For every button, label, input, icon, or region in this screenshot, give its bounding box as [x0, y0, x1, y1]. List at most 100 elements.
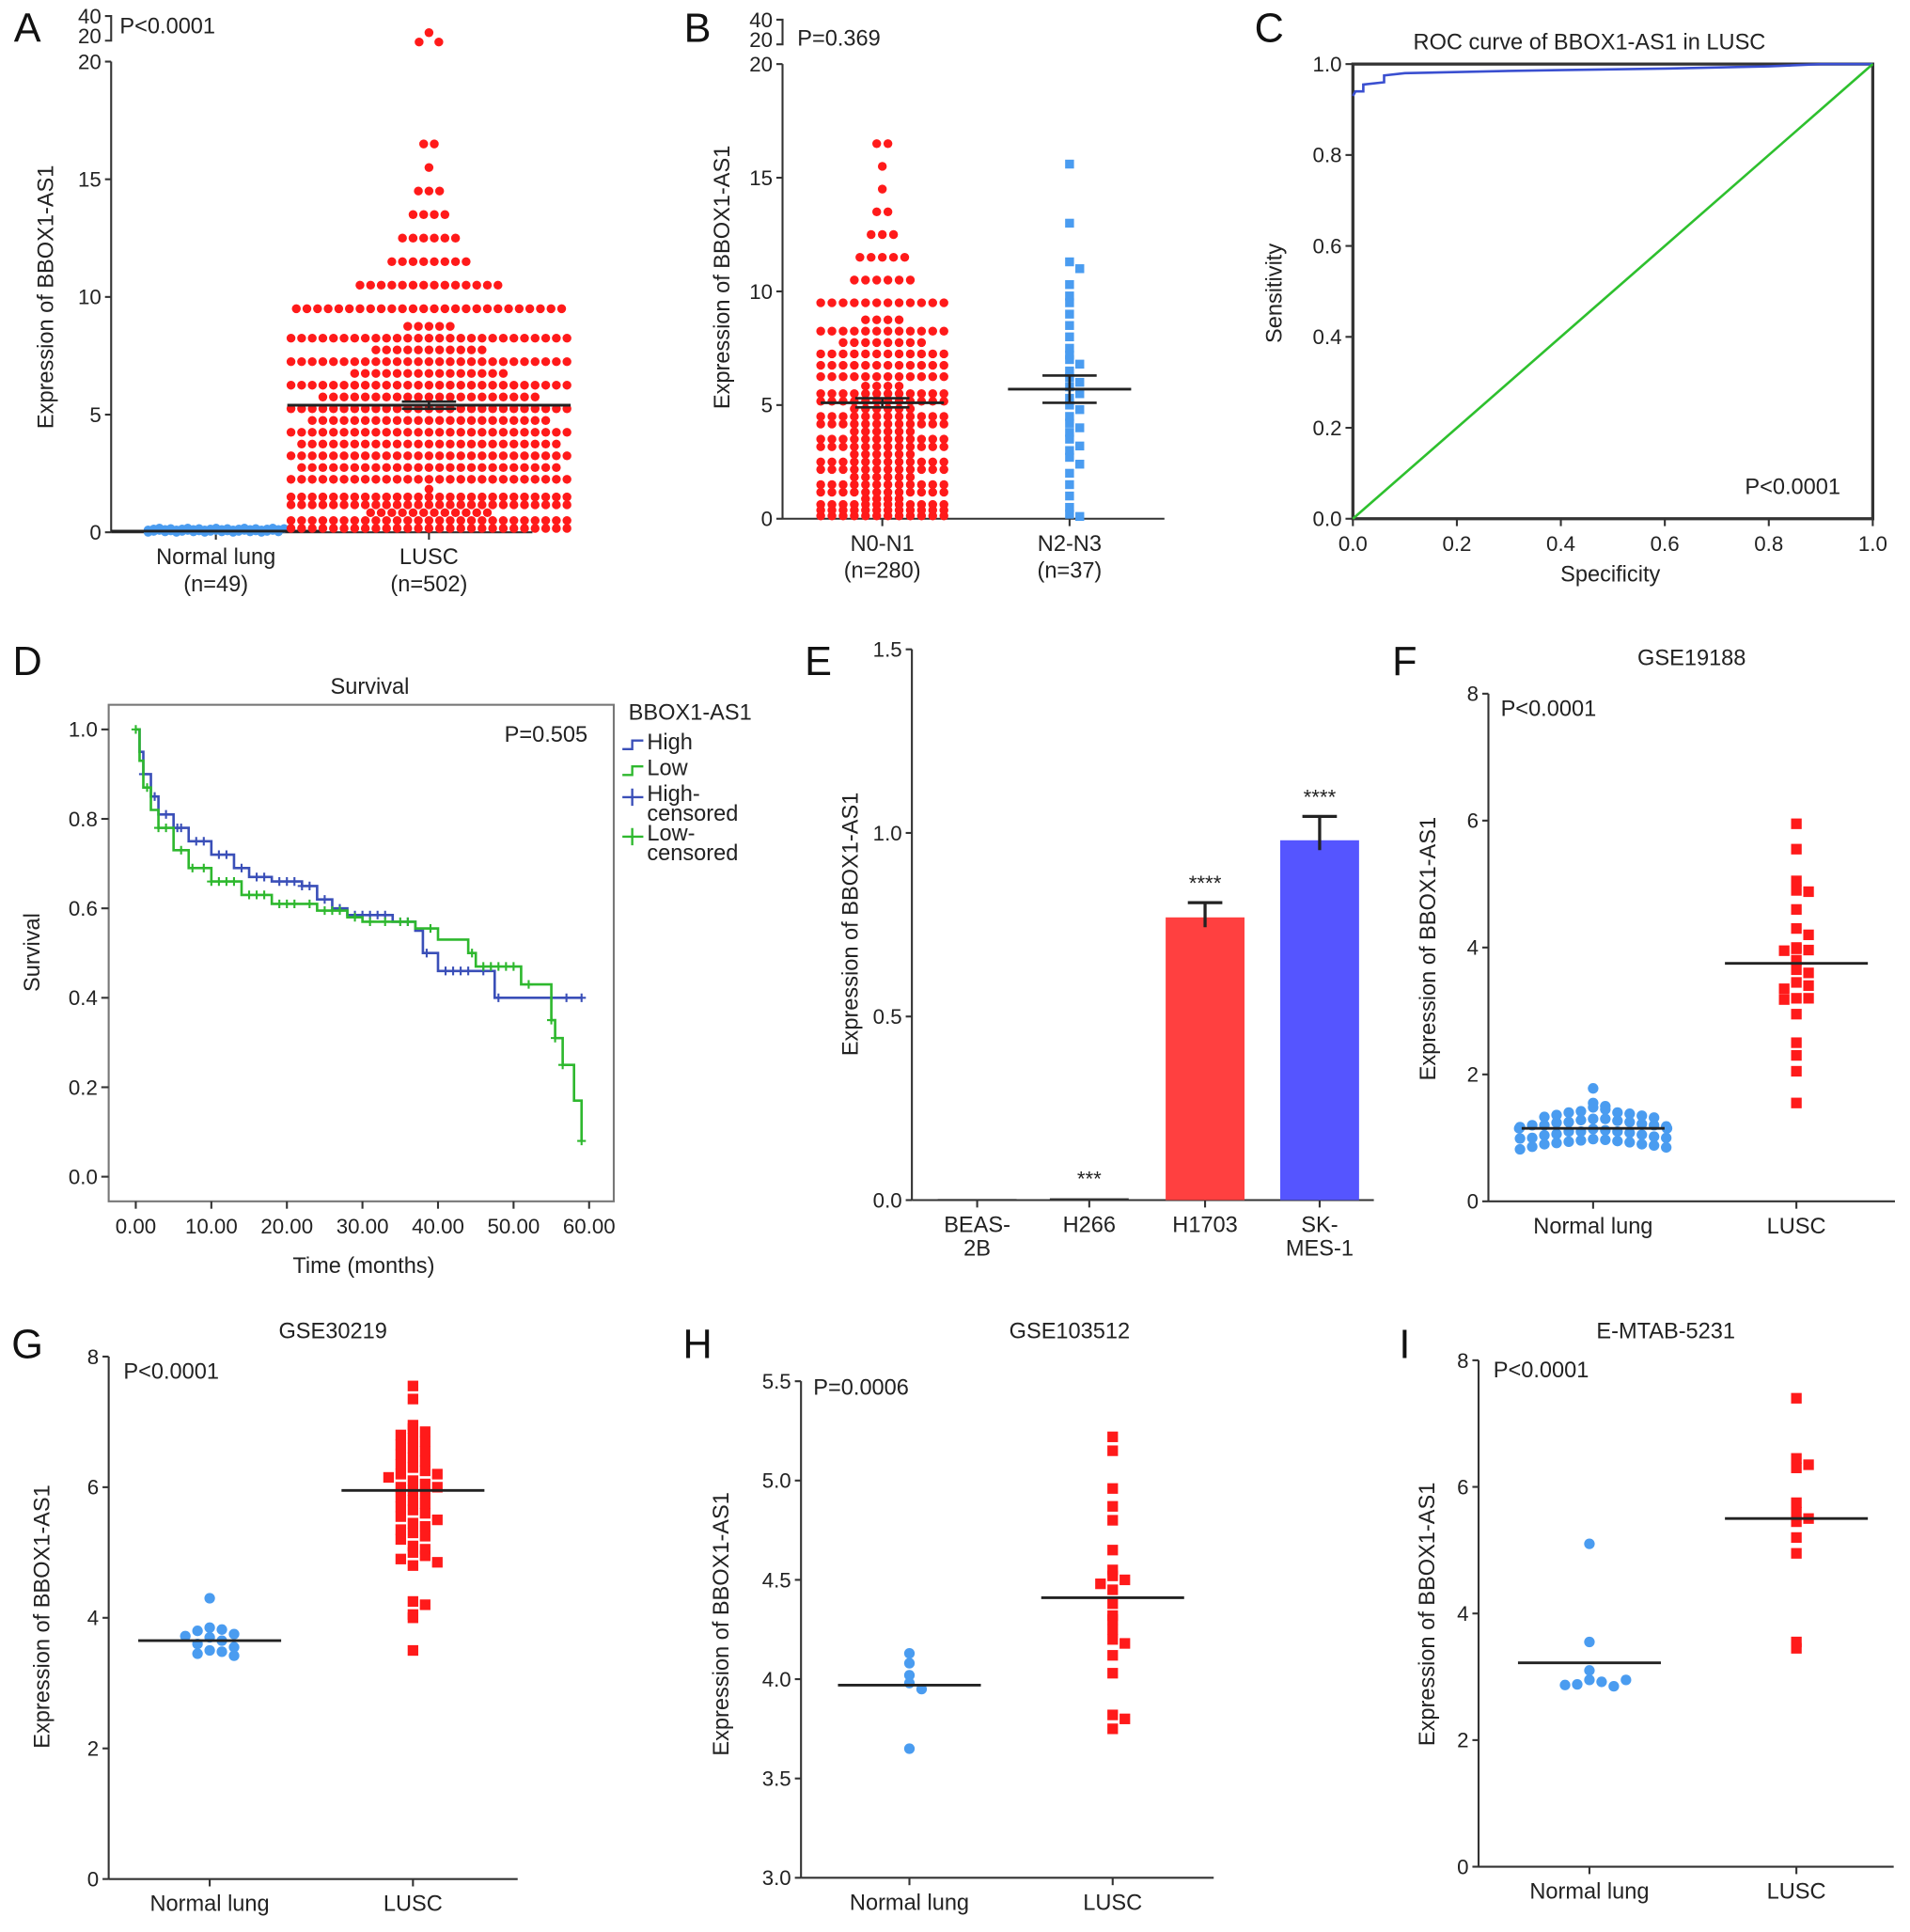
- data-point: [407, 1644, 418, 1657]
- data-point: [297, 492, 306, 502]
- censor-mark: [282, 899, 291, 908]
- censor-mark: [162, 823, 171, 833]
- data-point: [446, 500, 455, 510]
- censor-mark: [305, 899, 314, 908]
- x-tick-label: 50.00: [488, 1215, 540, 1238]
- data-point: [894, 494, 904, 504]
- data-point: [424, 28, 434, 38]
- data-point: [446, 515, 455, 526]
- data-point: [1107, 1668, 1119, 1679]
- data-point: [297, 428, 306, 437]
- data-point: [850, 434, 859, 444]
- data-point: [498, 369, 509, 378]
- data-point: [894, 349, 904, 359]
- data-point: [1624, 1108, 1636, 1120]
- data-point: [916, 487, 927, 497]
- censor-mark: [441, 966, 450, 976]
- p-value: P=0.0006: [813, 1375, 909, 1400]
- data-point: [286, 515, 296, 526]
- data-point: [838, 419, 848, 429]
- data-point: [434, 392, 445, 401]
- data-point: [398, 233, 407, 243]
- data-point: [861, 326, 870, 336]
- data-point: [939, 298, 948, 307]
- data-point: [395, 1524, 407, 1535]
- data-point: [883, 419, 893, 429]
- data-point: [414, 333, 423, 343]
- data-point: [1065, 218, 1074, 228]
- data-point: [488, 439, 497, 449]
- data-point: [939, 360, 948, 370]
- data-point: [905, 389, 916, 399]
- y-tick-label: 6: [87, 1476, 99, 1500]
- data-point: [850, 449, 859, 459]
- data-point: [318, 451, 328, 461]
- data-point: [456, 428, 465, 437]
- data-point: [509, 381, 519, 390]
- data-point: [392, 428, 402, 437]
- x-tick-label: 0.0: [1339, 532, 1368, 556]
- data-point: [318, 515, 328, 526]
- data-point: [407, 1475, 418, 1486]
- data-point: [838, 457, 848, 467]
- data-point: [872, 298, 882, 307]
- censor-mark: [577, 1136, 587, 1146]
- data-point: [498, 524, 509, 533]
- data-point: [1612, 1136, 1623, 1147]
- data-point: [431, 1557, 443, 1568]
- data-point: [827, 397, 837, 406]
- data-point: [1559, 1679, 1571, 1690]
- data-point: [414, 500, 423, 510]
- y-tick-label: 20: [749, 53, 773, 76]
- data-point: [318, 392, 328, 401]
- data-point: [827, 349, 837, 359]
- data-point: [382, 416, 391, 425]
- data-point: [872, 464, 882, 475]
- data-point: [329, 428, 338, 437]
- data-point: [827, 479, 837, 490]
- data-point: [424, 524, 434, 533]
- data-point: [307, 500, 317, 510]
- y-tick-label: 15: [78, 168, 102, 192]
- data-point: [419, 1446, 431, 1457]
- x-tick-label: Normal lung: [850, 1890, 969, 1914]
- data-point: [329, 381, 338, 390]
- data-point: [916, 479, 927, 490]
- legend-entry: Low: [647, 755, 688, 779]
- data-point: [1065, 428, 1074, 437]
- censor-mark: [192, 837, 201, 846]
- x-tick-label: SK-MES-1: [1286, 1213, 1354, 1261]
- chart-title: GSE103512: [1010, 1318, 1130, 1343]
- data-point: [546, 304, 556, 314]
- data-point: [1791, 922, 1802, 935]
- data-point: [466, 439, 477, 449]
- data-point: [360, 356, 370, 367]
- data-point: [382, 439, 391, 449]
- data-point: [905, 275, 916, 285]
- data-point: [850, 442, 859, 451]
- data-point: [556, 304, 567, 314]
- data-point: [903, 1670, 916, 1681]
- x-tick-n-label: (n=280): [844, 558, 921, 583]
- data-point: [816, 457, 825, 467]
- data-point: [371, 463, 381, 473]
- data-point: [916, 457, 927, 467]
- y-tick-label: 1.5: [873, 638, 902, 662]
- data-point: [530, 515, 540, 526]
- data-point: [180, 1630, 191, 1641]
- data-point: [905, 487, 916, 497]
- data-point: [850, 499, 859, 510]
- data-point: [430, 304, 439, 314]
- data-point: [329, 475, 338, 484]
- data-point: [466, 524, 477, 533]
- data-point: [905, 464, 916, 475]
- data-point: [398, 257, 407, 267]
- data-point: [434, 333, 445, 343]
- data-point: [424, 439, 434, 449]
- y-axis-label: Expression of BBOX1-AS1: [1416, 817, 1440, 1080]
- data-point: [939, 464, 948, 475]
- data-point: [387, 280, 397, 291]
- data-point: [371, 475, 381, 484]
- data-point: [850, 371, 859, 382]
